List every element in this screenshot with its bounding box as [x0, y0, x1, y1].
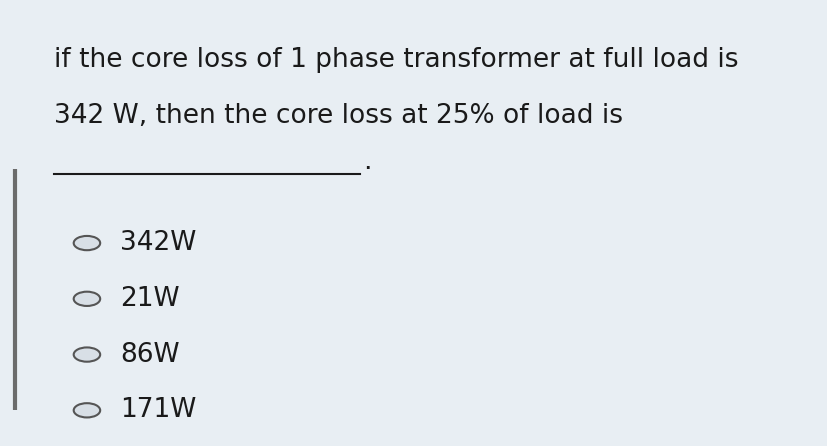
Text: .: . [362, 149, 370, 175]
Circle shape [74, 347, 100, 362]
Circle shape [74, 292, 100, 306]
Circle shape [74, 236, 100, 250]
Text: 21W: 21W [120, 286, 179, 312]
Text: 171W: 171W [120, 397, 196, 423]
Text: if the core loss of 1 phase transformer at full load is: if the core loss of 1 phase transformer … [54, 47, 738, 73]
Text: 342 W, then the core loss at 25% of load is: 342 W, then the core loss at 25% of load… [54, 103, 622, 128]
Circle shape [74, 403, 100, 417]
Text: 342W: 342W [120, 230, 196, 256]
Text: 86W: 86W [120, 342, 179, 368]
